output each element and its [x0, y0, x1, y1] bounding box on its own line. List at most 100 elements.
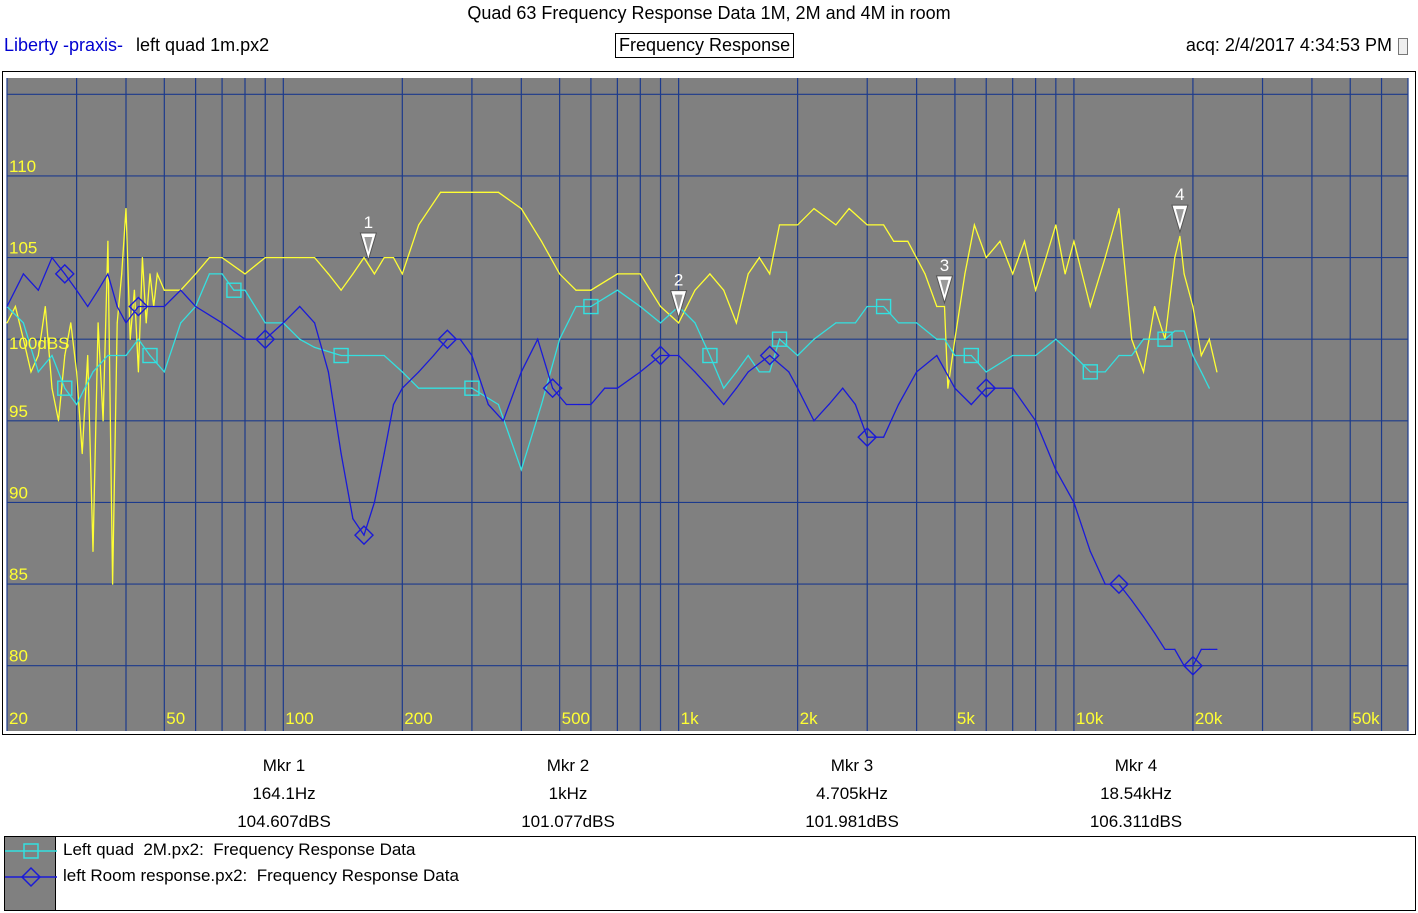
data-point [116, 305, 118, 308]
data-point [882, 224, 885, 226]
data-point [121, 273, 123, 275]
data-point [842, 387, 844, 389]
data-point [893, 240, 895, 242]
data-point [813, 208, 815, 210]
data-point [1118, 583, 1120, 585]
data-point [1055, 338, 1057, 340]
y-tick-label: 90 [9, 483, 28, 502]
data-point [233, 289, 235, 291]
data-point [64, 273, 66, 275]
data-point [1174, 256, 1176, 259]
data-point [552, 387, 554, 389]
legend-item-2m[interactable]: Left quad 2M.px2: Frequency Response Dat… [5, 837, 905, 863]
data-point [1073, 240, 1075, 242]
data-point [797, 354, 799, 357]
data-point [659, 322, 662, 324]
data-point [373, 501, 376, 504]
data-point [1183, 273, 1185, 275]
chart-title: Quad 63 Frequency Response Data 1M, 2M a… [467, 3, 951, 23]
data-point [22, 322, 24, 324]
data-point [1089, 305, 1091, 308]
data-point [363, 256, 365, 259]
data-point [125, 208, 127, 210]
data-point [758, 371, 760, 373]
data-point [854, 322, 856, 324]
x-tick-label: 50 [166, 709, 185, 728]
data-point [924, 273, 926, 275]
data-point [1131, 338, 1133, 340]
data-point [916, 322, 918, 324]
data-point [769, 273, 771, 275]
data-point [778, 224, 781, 226]
data-point [1118, 354, 1120, 357]
series-layer [6, 191, 1218, 667]
data-point [985, 387, 987, 389]
data-point [37, 354, 39, 357]
data-point [44, 305, 46, 308]
data-point [87, 354, 89, 357]
data-point [723, 289, 725, 291]
data-point [709, 354, 711, 357]
data-point [723, 387, 725, 389]
data-point [694, 322, 696, 324]
data-point [897, 403, 900, 406]
data-point [639, 371, 641, 373]
grid-lines [6, 78, 1409, 731]
data-point [97, 322, 99, 324]
data-point [51, 387, 53, 389]
square-marker [583, 298, 599, 315]
data-point [116, 322, 118, 324]
data-point [314, 322, 316, 324]
data-point [999, 240, 1001, 242]
data-point [1073, 354, 1075, 357]
legend-item-room[interactable]: left Room response.px2: Frequency Respon… [5, 863, 905, 889]
data-point [76, 371, 78, 373]
data-point [471, 191, 473, 193]
data-point [57, 420, 60, 422]
data-point [299, 256, 301, 259]
data-point [327, 371, 329, 373]
data-point [459, 338, 461, 340]
data-point [149, 354, 151, 357]
data-point [125, 354, 127, 357]
marker-2-name: Mkr 2 [546, 756, 590, 775]
marker-1-freq: 164.1Hz [252, 784, 316, 803]
data-point [813, 420, 815, 422]
data-point [401, 371, 403, 373]
data-point [936, 305, 938, 308]
y-tick-label: 110 [9, 157, 36, 176]
scroll-handle[interactable] [1398, 37, 1408, 55]
diamond-marker [437, 329, 458, 350]
diamond-marker [650, 345, 671, 366]
data-point [694, 371, 696, 373]
data-point [195, 305, 197, 308]
mode-box[interactable]: Frequency Response [615, 33, 795, 58]
data-point [1208, 338, 1210, 340]
data-point [1012, 354, 1014, 357]
header-left: Liberty -praxis- left quad 1m.px2 [4, 35, 269, 56]
marker-3-level: 101.981dBS [805, 812, 899, 831]
data-point [723, 403, 725, 406]
data-point [1142, 616, 1145, 618]
y-tick-label: 80 [9, 647, 28, 666]
data-point [1035, 420, 1037, 422]
data-point [1035, 354, 1037, 357]
data-point [897, 322, 900, 324]
data-point [383, 452, 385, 455]
data-point [352, 518, 354, 520]
data-point [327, 273, 329, 275]
data-point [70, 322, 72, 324]
data-point [1055, 224, 1057, 226]
data-point [1131, 354, 1133, 357]
data-point [1164, 338, 1166, 340]
marker-1-name: Mkr 1 [262, 756, 306, 775]
data-point [264, 338, 266, 340]
data-point [778, 338, 781, 340]
cursor-marker-inner [1175, 209, 1184, 225]
data-point [590, 403, 592, 406]
x-tick-label: 100 [285, 709, 313, 728]
data-point [264, 322, 266, 324]
x-tick-label: 5k [957, 709, 975, 728]
data-point [340, 354, 342, 357]
